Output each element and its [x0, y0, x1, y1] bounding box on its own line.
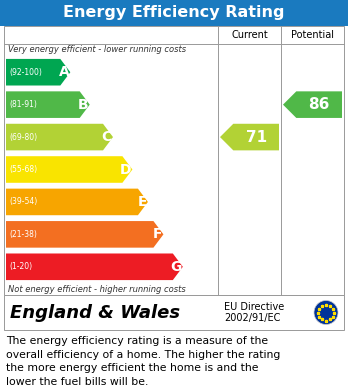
- Text: (39-54): (39-54): [9, 197, 37, 206]
- Text: F: F: [153, 227, 163, 241]
- Text: C: C: [102, 130, 112, 144]
- Text: 86: 86: [308, 97, 330, 112]
- Polygon shape: [6, 156, 132, 183]
- Polygon shape: [6, 124, 113, 151]
- Text: 71: 71: [246, 129, 267, 145]
- Text: (69-80): (69-80): [9, 133, 37, 142]
- Bar: [0, 0, 348, 26]
- Text: Very energy efficient - lower running costs: Very energy efficient - lower running co…: [8, 45, 186, 54]
- Polygon shape: [6, 253, 183, 280]
- Text: England & Wales: England & Wales: [10, 303, 180, 321]
- Text: 2002/91/EC: 2002/91/EC: [224, 312, 280, 323]
- Polygon shape: [6, 188, 148, 215]
- Text: (1-20): (1-20): [9, 262, 32, 271]
- Text: The energy efficiency rating is a measure of the
overall efficiency of a home. T: The energy efficiency rating is a measur…: [6, 336, 280, 387]
- Text: (21-38): (21-38): [9, 230, 37, 239]
- Text: Potential: Potential: [291, 30, 334, 40]
- Polygon shape: [6, 221, 164, 248]
- Text: Current: Current: [231, 30, 268, 40]
- Polygon shape: [220, 124, 279, 151]
- Bar: [4, 26, 344, 295]
- Text: (55-68): (55-68): [9, 165, 37, 174]
- Text: B: B: [78, 98, 89, 112]
- Polygon shape: [283, 91, 342, 118]
- Text: (92-100): (92-100): [9, 68, 42, 77]
- Polygon shape: [6, 59, 70, 86]
- Bar: [4, 295, 344, 330]
- Circle shape: [314, 301, 338, 325]
- Text: (81-91): (81-91): [9, 100, 37, 109]
- Text: G: G: [171, 260, 182, 274]
- Text: E: E: [137, 195, 147, 209]
- Text: D: D: [120, 163, 132, 176]
- Text: EU Directive: EU Directive: [224, 303, 284, 312]
- Text: Not energy efficient - higher running costs: Not energy efficient - higher running co…: [8, 285, 186, 294]
- Text: A: A: [58, 65, 69, 79]
- Text: Energy Efficiency Rating: Energy Efficiency Rating: [63, 5, 285, 20]
- Polygon shape: [6, 91, 90, 118]
